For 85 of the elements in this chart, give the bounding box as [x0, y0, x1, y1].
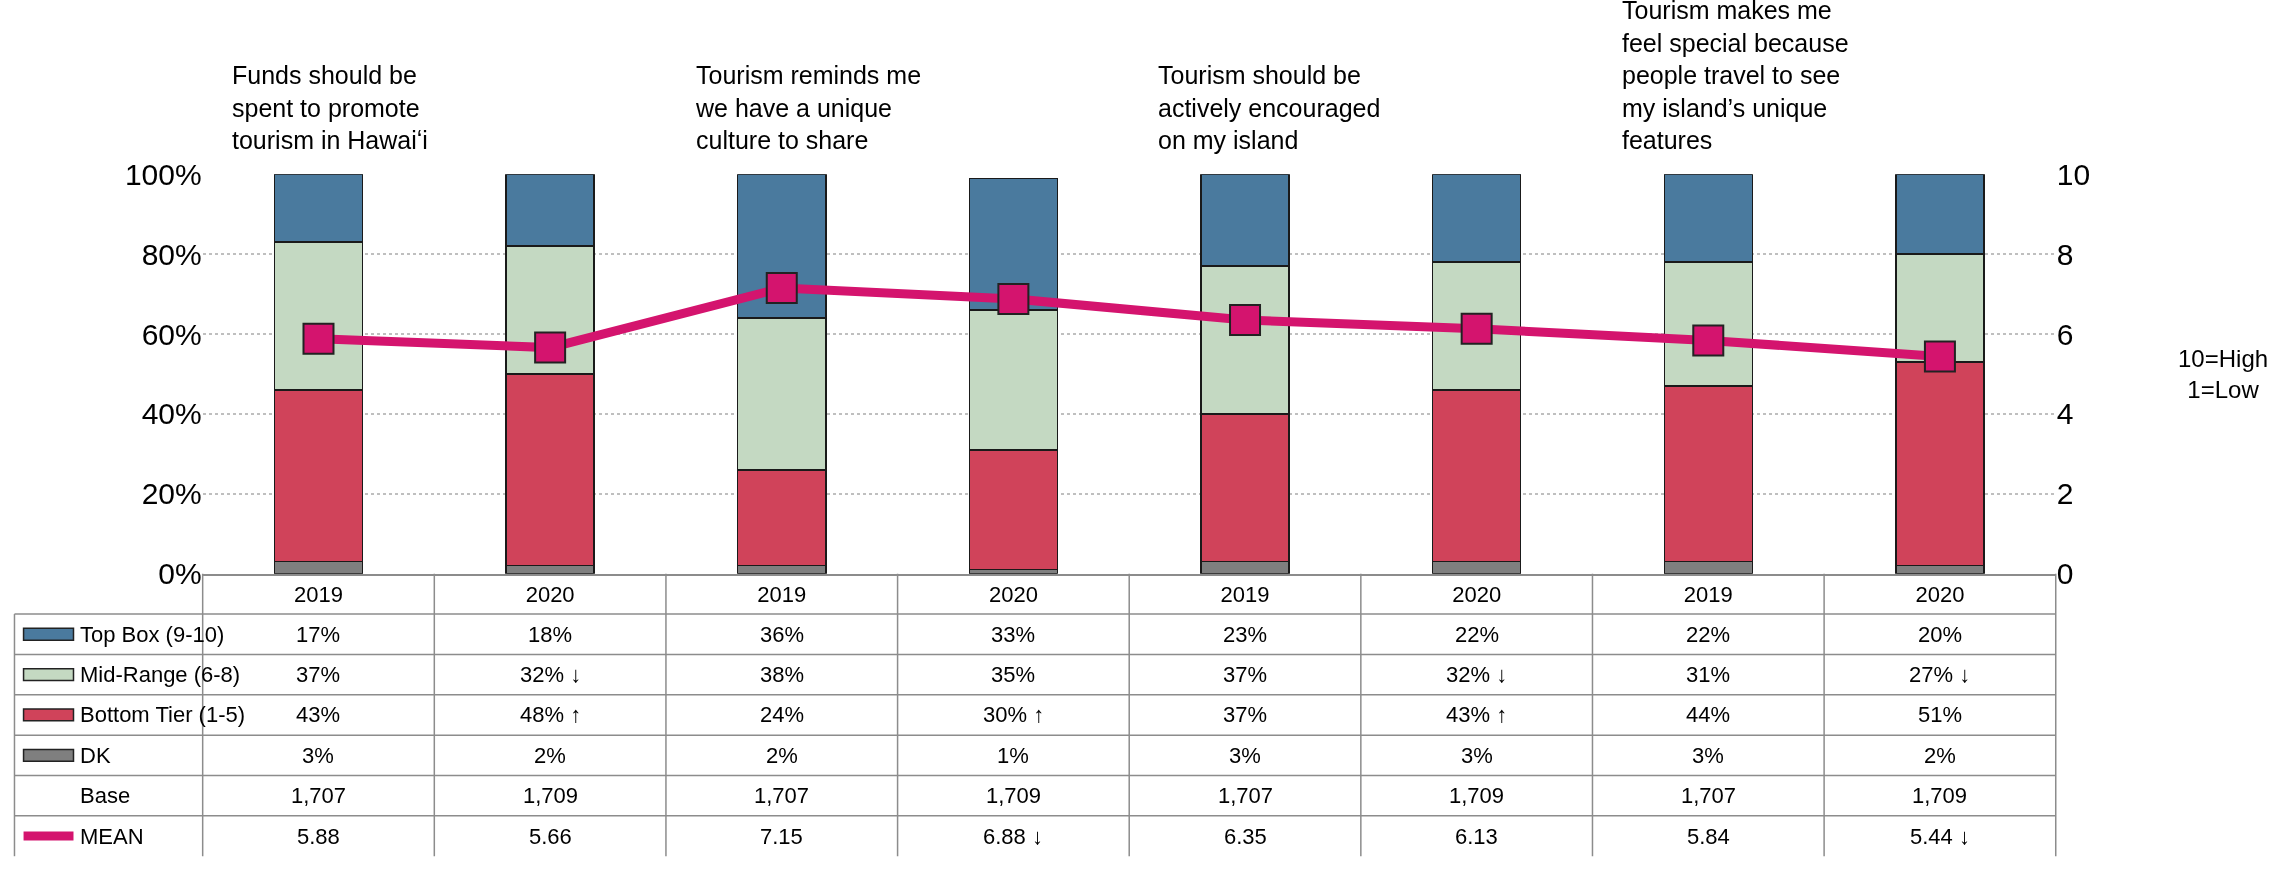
text: Funds should be spent to promote tourism in Hawaiʻi — [232, 61, 428, 154]
data-label: 36% — [760, 622, 805, 647]
x-tick-label: 2020 — [988, 581, 1038, 607]
text: 1,709 — [523, 783, 579, 808]
data-label: 27% ↓ — [1909, 662, 1971, 687]
y2-axis-title: 10=High 1=Low — [2178, 345, 2269, 404]
data-label: 44% — [1686, 702, 1731, 727]
data-label: 2% — [1924, 743, 1956, 768]
x-tick-label: 2019 — [1220, 581, 1270, 607]
data-label: 3% — [1229, 743, 1261, 768]
data-label: 43% ↑ — [1446, 702, 1508, 727]
data-label: 24% — [760, 702, 805, 727]
legend-label: Top Box (9-10) — [80, 622, 225, 647]
text: Tourism should be actively encouraged on my island — [1158, 61, 1381, 154]
data-label: 1% — [997, 743, 1029, 768]
y2-tick-label: 6 — [2056, 317, 2074, 351]
y2-tick-label: 2 — [2056, 477, 2074, 511]
data-label: 31% — [1686, 662, 1731, 687]
y2-tick-label: 10 — [2056, 157, 2091, 191]
data-label: 33% — [991, 622, 1036, 647]
data-label: 2% — [766, 743, 798, 768]
data-label: 43% — [296, 702, 341, 727]
data-label: 48% ↑ — [520, 702, 582, 727]
data-label: 22% — [1455, 622, 1500, 647]
text: 1,707 — [291, 783, 347, 808]
data-label: 7.15 — [760, 824, 803, 849]
x-tick-label: 2019 — [1683, 581, 1733, 607]
text: Tourism makes me feel special because people travel to see my island’s unique features — [1622, 0, 1849, 154]
y-tick-label: 80% — [141, 237, 202, 271]
y-tick-label: 100% — [124, 157, 202, 191]
point — [1229, 304, 1262, 337]
point — [765, 272, 798, 305]
text: 1,707 — [1218, 783, 1274, 808]
data-label: 22% — [1686, 622, 1731, 647]
data-label: 18% — [528, 622, 573, 647]
data-label: 5.44 ↓ — [1910, 824, 1970, 849]
y2-tick-label: 0 — [2056, 557, 2074, 591]
legend-label: Bottom Tier (1-5) — [80, 702, 246, 727]
data-label: 20% — [1918, 622, 1963, 647]
y2-tick-label: 8 — [2056, 237, 2074, 271]
data-label: 51% — [1918, 702, 1963, 727]
text: 1,709 — [1449, 783, 1505, 808]
legend-label: DK — [80, 743, 111, 768]
data-label: 30% ↑ — [983, 702, 1045, 727]
x-tick-label: 2020 — [525, 581, 575, 607]
point — [302, 322, 335, 355]
y-tick-label: 20% — [141, 477, 202, 511]
data-label: 17% — [296, 622, 341, 647]
legend-label: Mid-Range (6-8) — [80, 662, 241, 687]
data-label: 3% — [302, 743, 334, 768]
data-label: 38% — [760, 662, 805, 687]
data-label: 5.66 — [529, 824, 572, 849]
data-label: 37% — [1223, 662, 1268, 687]
point — [997, 282, 1030, 315]
data-label: 3% — [1692, 743, 1724, 768]
data-label: 3% — [1461, 743, 1493, 768]
y-tick-label: 0% — [158, 557, 202, 591]
data-label: 5.84 — [1687, 824, 1730, 849]
point — [1923, 340, 1956, 373]
y-tick-label: 40% — [141, 397, 202, 431]
legend-label: MEAN — [80, 824, 144, 849]
text: 1,707 — [1681, 783, 1737, 808]
text: 1,709 — [986, 783, 1042, 808]
x-tick-label: 2019 — [757, 581, 807, 607]
x-tick-label: 2019 — [294, 581, 343, 607]
y-tick-label: 60% — [141, 317, 202, 351]
data-label: 37% — [1223, 702, 1268, 727]
data-label: 37% — [296, 662, 341, 687]
data-label: 35% — [991, 662, 1036, 687]
data-label: 23% — [1223, 622, 1268, 647]
text: 1,707 — [754, 783, 810, 808]
text: Base — [80, 783, 131, 808]
data-label: 32% ↓ — [520, 662, 582, 687]
data-label: 5.88 — [297, 824, 340, 849]
data-label: 6.35 — [1224, 824, 1267, 849]
data-label: 6.13 — [1455, 824, 1498, 849]
point — [534, 331, 567, 364]
data-label: 32% ↓ — [1446, 662, 1508, 687]
data-label: 6.88 ↓ — [983, 824, 1043, 849]
y2-tick-label: 4 — [2056, 397, 2074, 431]
x-tick-label: 2020 — [1452, 581, 1502, 607]
text: 1,709 — [1912, 783, 1968, 808]
data-label: 2% — [534, 743, 566, 768]
text: Tourism reminds me we have a unique culture to share — [695, 61, 922, 154]
x-tick-label: 2020 — [1915, 581, 1965, 607]
